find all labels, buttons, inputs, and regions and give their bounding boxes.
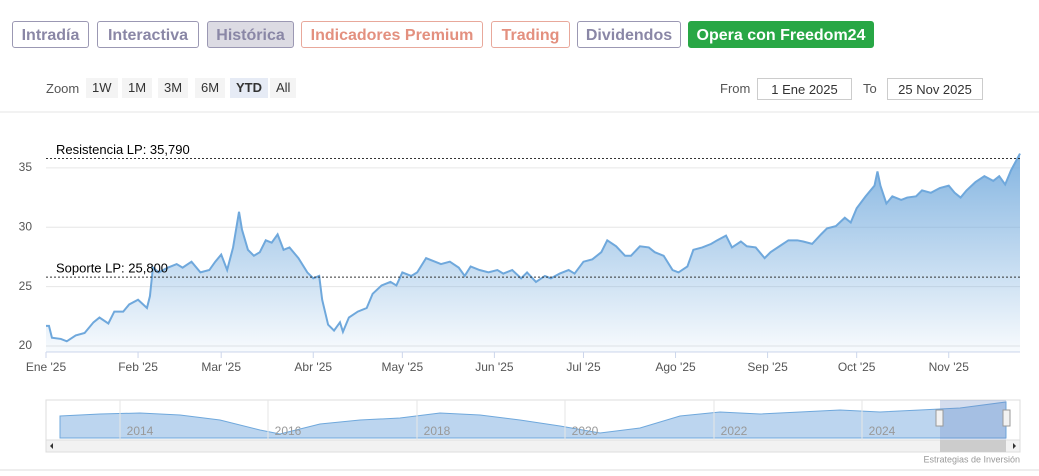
y-tick-label: 25 [19,279,33,293]
area [46,153,1020,352]
x-tick-label: Ene '25 [26,360,67,374]
x-tick-label: May '25 [382,360,424,374]
navigator-label: 2018 [424,424,451,438]
tab[interactable]: Dividendos [577,21,681,48]
zoom-button[interactable]: 6M [195,78,226,98]
scroll-left[interactable] [50,443,53,449]
navigator-label: 2014 [127,424,154,438]
tab-button[interactable]: Opera con Freedom24 [688,21,874,48]
x-tick-label: Mar '25 [201,360,241,374]
x-tick-label: Abr '25 [294,360,332,374]
scroll-right[interactable] [1013,443,1016,449]
zoom-button[interactable]: All [270,78,297,98]
navigator-series [59,401,1007,439]
credit: Estrategias de Inversión [923,454,1020,464]
navigator-handle[interactable] [1002,409,1011,427]
scrollbar-thumb[interactable] [940,440,1006,452]
x-tick-label: Ago '25 [655,360,696,374]
from-input[interactable]: 1 Ene 2025 [757,78,852,100]
zoom-button[interactable]: 1M [122,78,153,98]
to-label: To [863,81,877,96]
tab[interactable]: Intradía [12,21,89,48]
y-tick-label: 30 [19,219,33,233]
level-label: Soporte LP: 25,800 [56,261,168,276]
level-label: Resistencia LP: 35,790 [56,142,190,157]
x-tick-label: Nov '25 [929,360,970,374]
tab[interactable]: Histórica [207,21,294,48]
x-tick-label: Sep '25 [747,360,788,374]
tab[interactable]: Interactiva [97,21,199,48]
zoom-button[interactable]: 1W [86,78,118,98]
x-tick-label: Feb '25 [118,360,158,374]
scrollbar[interactable] [45,439,1021,453]
y-tick-label: 35 [19,160,33,174]
navigator-handle[interactable] [935,409,944,427]
x-tick-label: Jul '25 [566,360,601,374]
zoom-button[interactable]: 3M [158,78,189,98]
navigator-label: 2020 [572,424,599,438]
zoom-button[interactable]: YTD [230,78,268,98]
from-label: From [720,81,751,96]
navigator-label: 2024 [869,424,896,438]
to-input[interactable]: 25 Nov 2025 [887,78,983,100]
navigator-label: 2016 [275,424,302,438]
zoom-label: Zoom [46,81,80,96]
navigator-selection[interactable] [940,400,1006,440]
tab[interactable]: Trading [491,21,570,48]
x-tick-label: Oct '25 [838,360,876,374]
x-tick-label: Jun '25 [475,360,514,374]
line [46,153,1021,343]
navigator-label: 2022 [721,424,748,438]
y-tick-label: 20 [19,338,33,352]
tab[interactable]: Indicadores Premium [301,21,483,48]
